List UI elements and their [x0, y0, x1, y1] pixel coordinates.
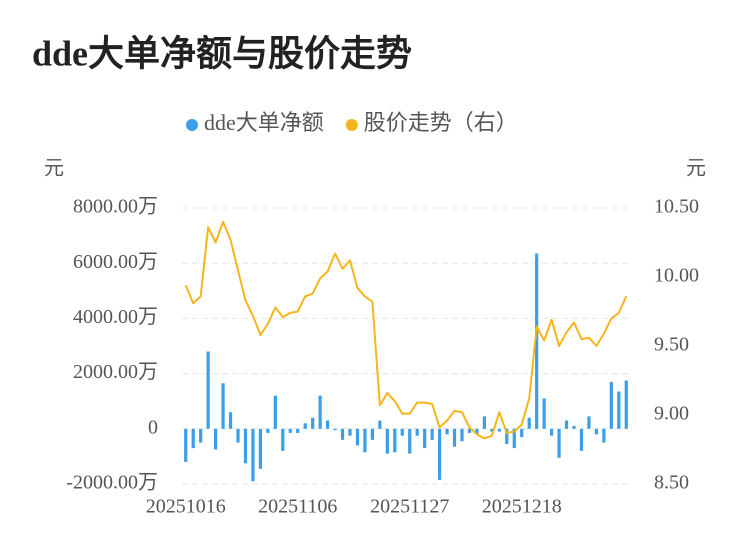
- legend-marker: [186, 119, 198, 131]
- bar: [617, 391, 621, 429]
- bar: [602, 428, 606, 443]
- bar: [482, 416, 486, 429]
- bar: [505, 428, 509, 444]
- bar: [191, 428, 195, 449]
- bar: [370, 428, 374, 440]
- y-tick-label: -2000.00万: [66, 472, 158, 494]
- bar: [535, 253, 539, 429]
- bar: [572, 426, 576, 429]
- y-tick-label: 4000.00万: [73, 306, 158, 328]
- bar: [408, 428, 412, 454]
- bar: [497, 428, 501, 432]
- bar: [520, 428, 524, 438]
- x-tick-label: 20251127: [370, 496, 449, 518]
- bar: [385, 428, 389, 454]
- bar: [318, 395, 322, 429]
- bar: [258, 428, 262, 469]
- y2-tick-label: 8.50: [654, 472, 689, 494]
- price-line: [184, 220, 628, 440]
- bar: [296, 428, 300, 433]
- y-axis-label: 元: [44, 158, 64, 180]
- x-tick-label: 20251106: [258, 496, 337, 518]
- y2-tick-label: 10.00: [654, 265, 699, 287]
- bar: [490, 428, 494, 432]
- legend-label: 股价走势（右）: [364, 110, 518, 135]
- bar: [340, 428, 345, 440]
- x-tick-label: 20251016: [146, 496, 226, 518]
- y2-tick-label: 9.00: [654, 403, 689, 425]
- bar: [609, 381, 613, 429]
- bar: [228, 412, 233, 429]
- bar: [415, 428, 419, 436]
- bar: [378, 420, 382, 429]
- bar: [221, 383, 225, 429]
- bar: [452, 428, 457, 447]
- bar: [273, 395, 277, 429]
- bar: [557, 428, 561, 458]
- bar: [199, 428, 203, 443]
- bar: [579, 428, 584, 451]
- bar: [550, 428, 554, 436]
- bar: [475, 428, 479, 435]
- bar: [288, 428, 292, 433]
- bar: [438, 428, 442, 480]
- bar: [564, 420, 569, 429]
- bar: [527, 417, 531, 429]
- bar: [624, 380, 628, 429]
- bar: [393, 428, 397, 453]
- chart-title: dde大单净额与股价走势: [32, 33, 412, 73]
- bar: [594, 428, 598, 435]
- bar: [184, 428, 188, 462]
- bar: [206, 351, 210, 429]
- bar: [326, 420, 330, 429]
- bar: [236, 428, 240, 443]
- y2-axis-label: 元: [686, 158, 706, 180]
- bar: [266, 428, 270, 433]
- bar: [467, 428, 472, 433]
- legend-label: dde大单净额: [204, 110, 324, 135]
- bar: [281, 428, 285, 451]
- bar: [311, 417, 315, 429]
- y2-tick-label: 10.50: [654, 196, 699, 218]
- bar: [587, 416, 591, 429]
- bar: [333, 428, 337, 431]
- bar: [542, 398, 546, 429]
- bar: [400, 428, 404, 436]
- y-tick-label: 0: [148, 416, 158, 438]
- bar: [363, 428, 367, 453]
- y-tick-label: 6000.00万: [73, 251, 158, 273]
- bar: [355, 428, 360, 446]
- bar: [512, 428, 516, 449]
- y-tick-label: 8000.00万: [73, 196, 158, 218]
- bar: [348, 428, 352, 436]
- bar: [423, 428, 427, 449]
- x-tick-label: 20251218: [482, 496, 562, 518]
- bar: [251, 428, 255, 482]
- y-tick-label: 2000.00万: [73, 361, 158, 383]
- y2-tick-label: 9.50: [654, 334, 689, 356]
- bar: [303, 423, 307, 429]
- bar: [460, 428, 464, 442]
- bar: [243, 428, 248, 464]
- bar: [445, 428, 449, 435]
- bar: [214, 428, 218, 450]
- bar: [430, 428, 434, 440]
- legend-marker: [345, 119, 358, 131]
